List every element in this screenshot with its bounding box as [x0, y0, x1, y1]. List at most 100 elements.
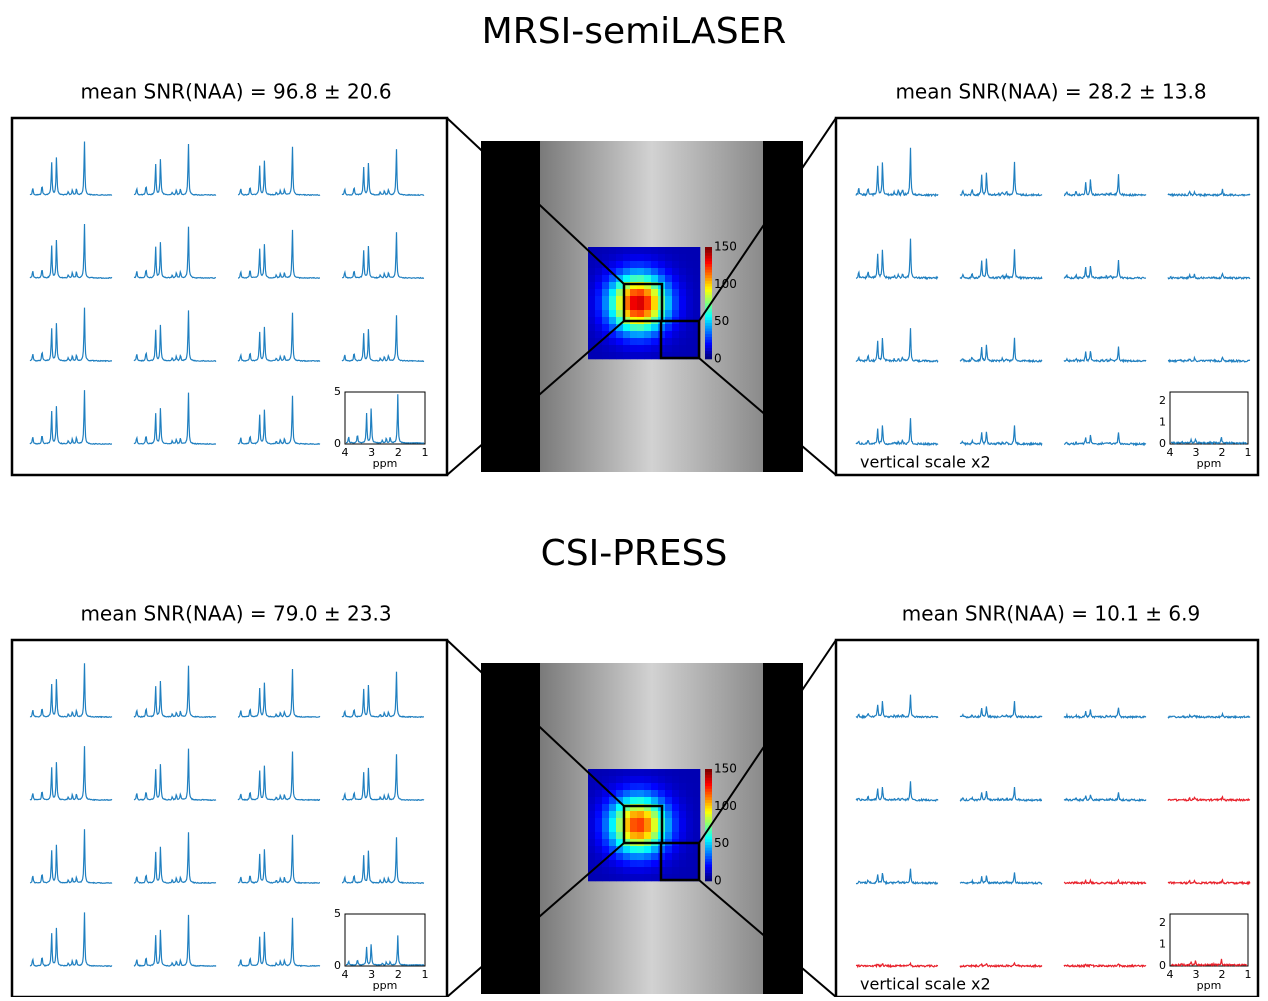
map-cell [672, 296, 679, 303]
spectrum [960, 963, 1042, 967]
map-cell [616, 261, 623, 268]
map-cell [616, 860, 623, 867]
map-cell [630, 811, 637, 818]
map-cell [651, 797, 658, 804]
colorbar [705, 247, 712, 250]
spectrum [342, 672, 424, 718]
map-cell [658, 247, 665, 254]
map-cell [672, 769, 679, 776]
spectrum [960, 162, 1042, 196]
map-cell [588, 296, 595, 303]
map-cell [672, 275, 679, 282]
inset-x-tick: 1 [1245, 968, 1252, 981]
map-cell [693, 769, 700, 776]
colorbar [705, 797, 712, 800]
map-cell [644, 790, 651, 797]
colorbar [705, 772, 712, 775]
spectrum [1168, 714, 1250, 718]
map-cell [693, 832, 700, 839]
map-cell [637, 783, 644, 790]
spectrum [856, 963, 938, 967]
colorbar-tick: 0 [714, 352, 722, 366]
map-cell [665, 804, 672, 811]
map-cell [686, 261, 693, 268]
map-cell [616, 310, 623, 317]
map-cell [693, 254, 700, 261]
inset-y-tick: 0 [334, 437, 341, 450]
colorbar [705, 845, 712, 848]
spectrum [134, 749, 216, 801]
colorbar [705, 253, 712, 256]
map-cell [595, 853, 602, 860]
colorbar [705, 342, 712, 345]
map-cell [686, 790, 693, 797]
map-cell [630, 331, 637, 338]
map-cell [651, 825, 658, 832]
map-cell [609, 825, 616, 832]
map-cell [588, 860, 595, 867]
colorbar [705, 769, 712, 772]
colorbar [705, 870, 712, 873]
map-cell [588, 331, 595, 338]
colorbar [705, 269, 712, 272]
colorbar [705, 842, 712, 845]
map-cell [630, 860, 637, 867]
map-cell [679, 811, 686, 818]
inset-y-tick: 0 [334, 959, 341, 972]
spectrum [1064, 432, 1146, 444]
map-cell [651, 818, 658, 825]
map-cell [651, 874, 658, 881]
spectrum [134, 832, 216, 883]
map-cell [679, 338, 686, 345]
map-cell [588, 268, 595, 275]
map-cell [686, 254, 693, 261]
map-cell [651, 776, 658, 783]
spectrum [960, 872, 1042, 884]
map-cell [651, 289, 658, 296]
colorbar [705, 339, 712, 342]
colorbar [705, 278, 712, 281]
map-cell [686, 289, 693, 296]
map-cell [588, 352, 595, 359]
map-cell [623, 261, 630, 268]
map-cell [602, 275, 609, 282]
map-cell [602, 289, 609, 296]
spectrum [1064, 964, 1146, 967]
map-cell [623, 776, 630, 783]
spectrum [1064, 347, 1146, 362]
map-cell [637, 261, 644, 268]
map-cell [588, 338, 595, 345]
map-cell [630, 818, 637, 825]
map-cell [595, 268, 602, 275]
map-cell [637, 324, 644, 331]
colorbar [705, 314, 712, 317]
spectrum [1064, 708, 1146, 718]
map-cell [602, 832, 609, 839]
map-cell [609, 874, 616, 881]
colorbar [705, 775, 712, 778]
map-cell [686, 783, 693, 790]
map-cell [651, 275, 658, 282]
map-cell [686, 296, 693, 303]
inset-x-label: ppm [373, 979, 398, 992]
map-cell [637, 268, 644, 275]
map-cell [644, 874, 651, 881]
inset-x-label: ppm [1197, 457, 1222, 470]
colorbar [705, 283, 712, 286]
map-cell [686, 268, 693, 275]
map-cell [679, 310, 686, 317]
spectrum [30, 912, 112, 966]
map-cell [686, 804, 693, 811]
map-cell [665, 331, 672, 338]
spectrum [856, 869, 938, 884]
inset-y-tick: 5 [334, 907, 341, 920]
map-cell [609, 303, 616, 310]
colorbar [705, 819, 712, 822]
inset-y-tick: 5 [334, 385, 341, 398]
map-cell [693, 296, 700, 303]
spectrum [134, 227, 216, 279]
inset-y-tick: 2 [1159, 916, 1166, 929]
map-cell [686, 811, 693, 818]
colorbar [705, 264, 712, 267]
colorbar [705, 861, 712, 864]
